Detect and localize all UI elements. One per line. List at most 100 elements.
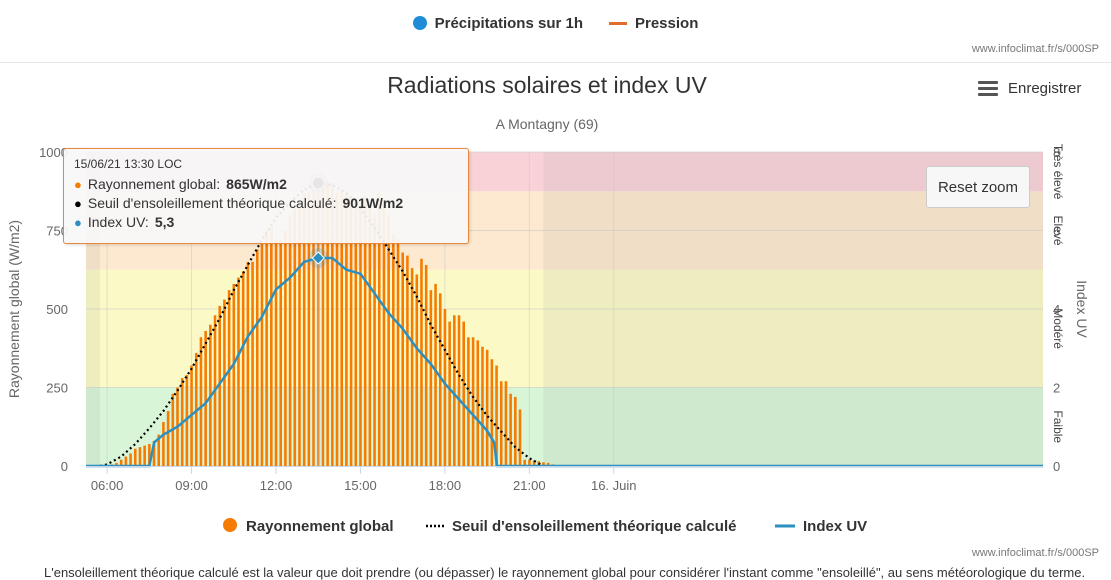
- export-menu[interactable]: Enregistrer: [978, 80, 1081, 97]
- bar: [462, 321, 466, 466]
- bar: [392, 233, 395, 466]
- bar: [476, 340, 480, 466]
- tooltip-dot-icon: ●: [74, 177, 82, 192]
- bar: [227, 290, 231, 466]
- legend-uv-label: Index UV: [803, 518, 867, 535]
- bar: [373, 214, 376, 466]
- bar: [359, 205, 362, 466]
- export-menu-label: Enregistrer: [1008, 80, 1082, 97]
- bar: [237, 277, 240, 466]
- bar: [457, 315, 461, 466]
- bar: [401, 252, 405, 466]
- y-tick-label: 1000: [39, 145, 68, 160]
- bar: [148, 444, 151, 466]
- bar: [410, 268, 414, 466]
- legend-precipitations[interactable]: Précipitations sur 1h: [412, 14, 583, 32]
- bar: [321, 183, 325, 466]
- bar: [204, 330, 207, 466]
- x-tick-label: 16. Juin: [591, 478, 637, 493]
- x-tick-label: 12:00: [260, 478, 293, 493]
- bar: [495, 365, 498, 466]
- legend-item-rayonnement[interactable]: Rayonnement global: [223, 518, 394, 535]
- bar: [241, 271, 245, 466]
- y2-axis-title: Index UV: [1074, 280, 1090, 338]
- tooltip-value: 901W/m2: [342, 195, 404, 211]
- bar: [119, 459, 123, 466]
- bar: [415, 274, 419, 466]
- footer-note: L'ensoleillement théorique calculé est l…: [44, 565, 1086, 580]
- bar: [354, 202, 358, 467]
- credit-top[interactable]: www.infoclimat.fr/s/000SP: [971, 43, 1099, 55]
- hover-crosshair: [314, 152, 323, 466]
- x-tick-label: 06:00: [91, 478, 124, 493]
- bar: [396, 239, 400, 466]
- bar: [162, 422, 165, 466]
- y-tick-label: 750: [46, 224, 68, 239]
- chart-title: Radiations solaires et index UV: [387, 72, 707, 98]
- bar: [124, 456, 128, 466]
- bar: [331, 183, 334, 466]
- hamburger-menu-icon[interactable]: [978, 80, 998, 97]
- bar: [138, 447, 142, 466]
- uv-band-0: [86, 387, 1043, 466]
- bar: [382, 205, 386, 466]
- y2-tick-label: 8: [1053, 145, 1060, 160]
- chart-subtitle: A Montagny (69): [496, 116, 599, 132]
- credit-bottom[interactable]: www.infoclimat.fr/s/000SP: [971, 547, 1099, 559]
- bar: [115, 462, 118, 466]
- bar: [504, 381, 508, 466]
- y2-tick-label: 6: [1053, 224, 1060, 239]
- bar: [349, 195, 353, 466]
- bar: [453, 315, 456, 466]
- top-legend: Précipitations sur 1h Pression: [0, 12, 1111, 34]
- y2-tick-label: 4: [1053, 302, 1060, 317]
- bar: [429, 290, 433, 466]
- y-tick-label: 0: [61, 459, 68, 474]
- bar: [387, 214, 390, 466]
- bar: [424, 265, 428, 466]
- bar: [448, 321, 451, 466]
- bar: [499, 381, 503, 466]
- bar: [284, 230, 287, 466]
- y2-tick-label: 2: [1053, 381, 1060, 396]
- bar: [523, 459, 526, 466]
- bar: [312, 189, 315, 466]
- tooltip-row-uv: ● Index UV: 5,3: [74, 213, 458, 232]
- bar: [406, 255, 409, 466]
- reset-zoom-button[interactable]: Reset zoom: [926, 166, 1030, 208]
- y-axis-title: Rayonnement global (W/m2): [6, 220, 22, 398]
- y-tick-label: 250: [46, 381, 68, 396]
- bar: [514, 396, 517, 466]
- bar: [509, 393, 512, 466]
- bar: [288, 214, 292, 466]
- legend-item-seuil[interactable]: Seuil d'ensoleillement théorique calculé: [426, 518, 736, 535]
- legend-pression-line-icon: [609, 21, 627, 25]
- bar: [251, 261, 254, 466]
- bar: [265, 230, 268, 466]
- bar: [546, 462, 550, 466]
- uv-band-label: Faible: [1051, 410, 1065, 443]
- y2-tick-label: 0: [1053, 459, 1060, 474]
- bar: [438, 293, 442, 466]
- legend-pression-label: Pression: [635, 14, 699, 32]
- legend-item-uv[interactable]: Index UV: [775, 518, 867, 535]
- x-tick-label: 21:00: [513, 478, 546, 493]
- bar: [471, 337, 475, 466]
- legend-pression[interactable]: Pression: [609, 15, 698, 32]
- bar: [307, 192, 311, 466]
- bar: [255, 249, 259, 466]
- bar: [293, 205, 297, 466]
- bar: [377, 192, 381, 466]
- x-tick-label: 18:00: [429, 478, 462, 493]
- bar: [270, 227, 273, 466]
- bar: [340, 189, 344, 466]
- bar: [199, 337, 203, 466]
- legend-precipitations-label: Précipitations sur 1h: [434, 14, 583, 32]
- bar: [481, 346, 484, 466]
- uv-band-label: Modéré: [1051, 308, 1065, 349]
- tooltip-value: 865W/m2: [226, 176, 287, 192]
- legend-rayonnement-label: Rayonnement global: [246, 518, 394, 535]
- bar: [133, 448, 137, 466]
- bar: [420, 258, 423, 466]
